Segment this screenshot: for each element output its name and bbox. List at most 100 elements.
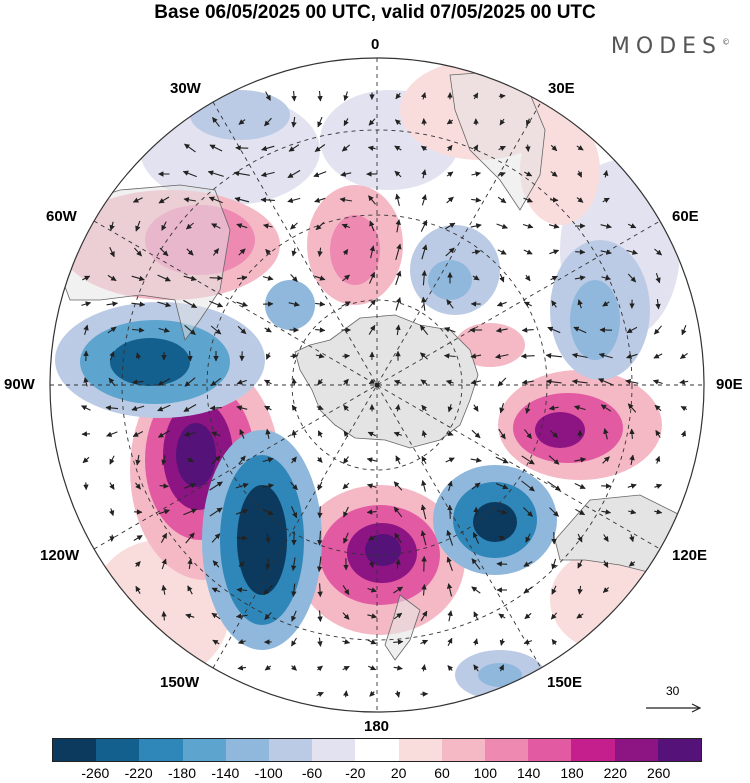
wind-arrow [471,429,481,439]
wind-vectors [81,90,689,698]
wind-arrow [421,455,427,464]
wind-arrow [291,637,297,647]
wind-arrow [107,326,117,334]
wind-arrow [235,508,249,515]
wind-arrow [317,116,323,128]
wind-arrow [238,119,246,125]
wind-arrow [447,637,453,647]
wind-arrow [317,610,323,623]
wind-arrow [263,585,273,596]
wind-arrow [368,118,376,126]
wind-arrow [131,379,144,385]
wind-arrow [314,275,326,281]
lon-label-120e: 120E [672,547,708,564]
wind-arrow [421,404,428,412]
wind-arrow [209,300,224,308]
wind-arrow [342,585,350,596]
wind-arrow [628,509,637,515]
wind-arrow [496,223,508,229]
wind-arrow [602,456,610,464]
wind-arrow [627,483,637,489]
new-zealand-landmass [384,594,421,661]
wind-arrow [81,301,92,307]
wind-arrow [393,431,402,437]
wind-arrow [496,561,508,567]
wind-arrow [186,457,194,463]
wind-arrow [550,275,558,281]
wind-arrow [654,404,662,412]
wind-arrow [525,402,531,414]
wind-arrow [315,221,325,231]
wind-arrow [654,509,663,515]
wind-arrow [603,534,609,542]
wind-arrow [626,249,638,255]
wind-arrow [208,196,223,204]
wind-arrow [291,456,297,464]
colorbar-label: 100 [473,765,498,781]
wind-arrow [237,275,248,281]
wind-arrow [105,405,119,411]
wind-arrow [342,612,350,620]
colorbar-label: 220 [603,765,628,781]
wind-arrow [135,220,141,232]
wind-arrow [367,431,377,437]
wind-arrow [551,558,557,570]
lon-label-90w: 90W [4,376,35,393]
wind-arrow [131,301,146,307]
wind-arrow [498,664,504,672]
wind-arrow [157,301,172,308]
map-title: Base 06/05/2025 00 UTC, valid 07/05/2025… [154,2,596,23]
wind-arrow [655,455,661,464]
wind-arrow [524,274,531,282]
wind-arrow [473,611,479,621]
wind-arrow [107,274,117,282]
wind-arrow [82,456,90,464]
wind-arrow [444,327,456,333]
wind-arrow [550,612,558,620]
wind-arrow [183,431,196,437]
wind-arrow [264,405,272,411]
wind-arrow [291,378,297,386]
wind-arrow [187,585,193,595]
colorbar-label: -20 [345,765,366,781]
wind-arrow [342,482,350,490]
wind-arrow [499,403,505,414]
wind-arrow [523,249,533,255]
wind-arrow [236,223,248,229]
wind-arrow [445,247,455,257]
wind-arrow [545,352,562,359]
wind-arrow [237,325,247,335]
wind-arrow [209,405,222,411]
wind-arrow [602,587,610,593]
wind-arrow [523,197,533,203]
wind-arrow [680,406,688,412]
wind-arrow [679,379,689,385]
wind-arrow [576,145,584,151]
wind-arrow [550,144,558,152]
colorbar-swatch [312,739,356,761]
wind-arrow [288,301,300,307]
wind-arrow [316,404,324,410]
colorbar-swatch [355,739,399,761]
wind-arrow [394,532,402,544]
colorbar-swatch [528,739,572,761]
wind-arrow [343,91,349,102]
wind-arrow [187,558,193,569]
wind-arrow [339,197,352,203]
wind-arrow [420,530,427,546]
wind-arrow [525,144,531,152]
wind-arrow [497,377,507,387]
wind-arrow [260,171,275,178]
wind-arrow [161,584,167,595]
logo-text: MODES [610,34,722,59]
wind-arrow [548,223,560,229]
wind-arrow [571,378,588,385]
wind-arrow [603,170,609,178]
wind-arrow [393,612,403,620]
wind-arrow [290,274,298,282]
wind-arrow [291,557,297,572]
wind-arrow [600,249,612,255]
wind-arrow [472,275,480,281]
wind-arrow [81,405,91,411]
colorbar-label: 140 [516,765,541,781]
